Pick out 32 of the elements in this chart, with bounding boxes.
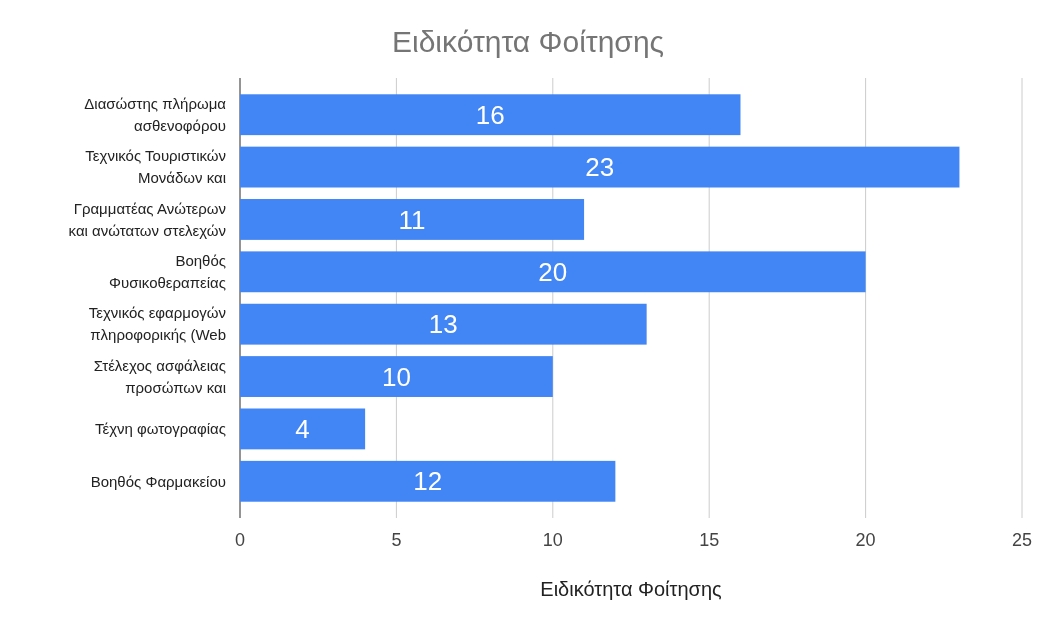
data-label: 12	[413, 466, 443, 497]
data-label: 13	[428, 309, 458, 340]
data-label: 4	[295, 414, 310, 445]
x-tick-label: 15	[699, 530, 720, 550]
x-tick-label: 10	[542, 530, 563, 550]
y-tick-label: Στέλεχος ασφάλειας προσώπων και	[93, 356, 226, 396]
y-tick-label: Διασώστης πλήρωμα ασθενοφόρου	[84, 94, 227, 134]
bar	[240, 251, 866, 293]
y-tick-label: Τεχνικός εφαρμογών πληροφορικής (Web	[88, 304, 226, 344]
bar	[240, 146, 960, 188]
x-tick-label: 5	[391, 530, 402, 550]
bar	[240, 460, 616, 502]
bar	[240, 408, 366, 450]
x-axis-title: Ειδικότητα Φοίτησης	[540, 578, 723, 600]
x-tick-label: 20	[855, 530, 876, 550]
chart-title: Ειδικότητα Φοίτησης	[391, 25, 665, 58]
y-tick-label: Τέχνη φωτογραφίας	[94, 420, 226, 438]
bar	[240, 356, 553, 397]
y-tick-label: Γραμματέας Ανώτερων και ανώτατων στελεχών	[68, 199, 226, 239]
x-tick-label: 0	[234, 530, 246, 550]
data-label: 23	[585, 152, 615, 183]
data-label: 10	[381, 361, 411, 392]
bar	[240, 303, 647, 345]
x-tick-label: 25	[1011, 530, 1033, 550]
y-tick-label: Βοηθός Φαρμακείου	[90, 472, 226, 490]
bar	[240, 199, 585, 240]
y-tick-label: Βοηθός Φυσικοθεραπείας	[109, 252, 226, 292]
bar	[240, 94, 741, 136]
data-label: 16	[475, 99, 505, 130]
data-label: 11	[398, 204, 426, 235]
y-tick-label: Τεχνικός Τουριστικών Μονάδων και	[85, 147, 226, 187]
data-label: 20	[538, 256, 568, 287]
